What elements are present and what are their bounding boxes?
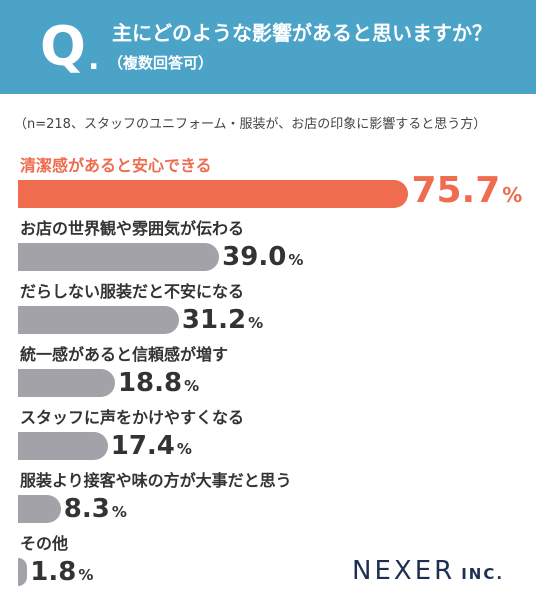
question-subtext: （複数回答可） xyxy=(108,54,214,72)
category-label: 統一感があると信頼感が増す xyxy=(20,345,229,364)
sample-note: （n=218、スタッフのユニフォーム・服装が、お店の印象に影響すると思う方） xyxy=(14,117,487,132)
category-label: だらしない服装だと不安になる xyxy=(20,282,245,301)
value-number: 75.7 xyxy=(411,170,501,211)
value-label: 31.2% xyxy=(182,305,263,338)
value-label: 17.4% xyxy=(111,431,192,464)
value-unit: % xyxy=(184,377,200,395)
value-unit: % xyxy=(502,183,523,207)
bar xyxy=(18,369,115,397)
bar xyxy=(18,495,61,523)
value-unit: % xyxy=(248,314,264,332)
q-mark: Q xyxy=(40,15,86,78)
value-label: 18.8% xyxy=(118,368,199,401)
header-banner: Q . 主にどのような影響があると思いますか？ （複数回答可） xyxy=(0,0,536,94)
value-label: 8.3% xyxy=(64,494,127,527)
value-number: 39.0 xyxy=(222,242,287,272)
value-unit: % xyxy=(176,440,192,458)
value-unit: % xyxy=(111,503,127,521)
value-number: 8.3 xyxy=(63,494,110,524)
value-number: 31.2 xyxy=(181,305,247,335)
bar xyxy=(18,180,409,208)
value-label: 39.0% xyxy=(222,242,303,275)
value-number: 18.8 xyxy=(117,368,183,398)
question-text: 主にどのような影響があると思いますか？ xyxy=(112,21,492,45)
category-label: その他 xyxy=(20,534,69,553)
nexer-logo: NEXER INC. xyxy=(352,556,504,586)
q-dot: . xyxy=(88,42,100,77)
bar xyxy=(18,243,220,271)
value-label: 1.8% xyxy=(30,557,93,590)
bar xyxy=(18,432,108,460)
logo-suffix: INC. xyxy=(461,565,505,583)
category-label: 清潔感があると安心できる xyxy=(20,156,212,175)
category-label: 服装より接客や味の方が大事だと思う xyxy=(20,471,292,490)
category-label: お店の世界観や雰囲気が伝わる xyxy=(20,219,245,238)
value-unit: % xyxy=(78,566,94,584)
value-label: 75.7% xyxy=(411,173,523,212)
value-number: 1.8 xyxy=(30,557,77,587)
bar xyxy=(18,558,28,586)
logo-main: NEXER xyxy=(352,556,456,586)
category-label: スタッフに声をかけやすくなる xyxy=(20,408,245,427)
value-number: 17.4 xyxy=(110,431,175,461)
value-unit: % xyxy=(288,251,304,269)
bar xyxy=(18,306,179,334)
